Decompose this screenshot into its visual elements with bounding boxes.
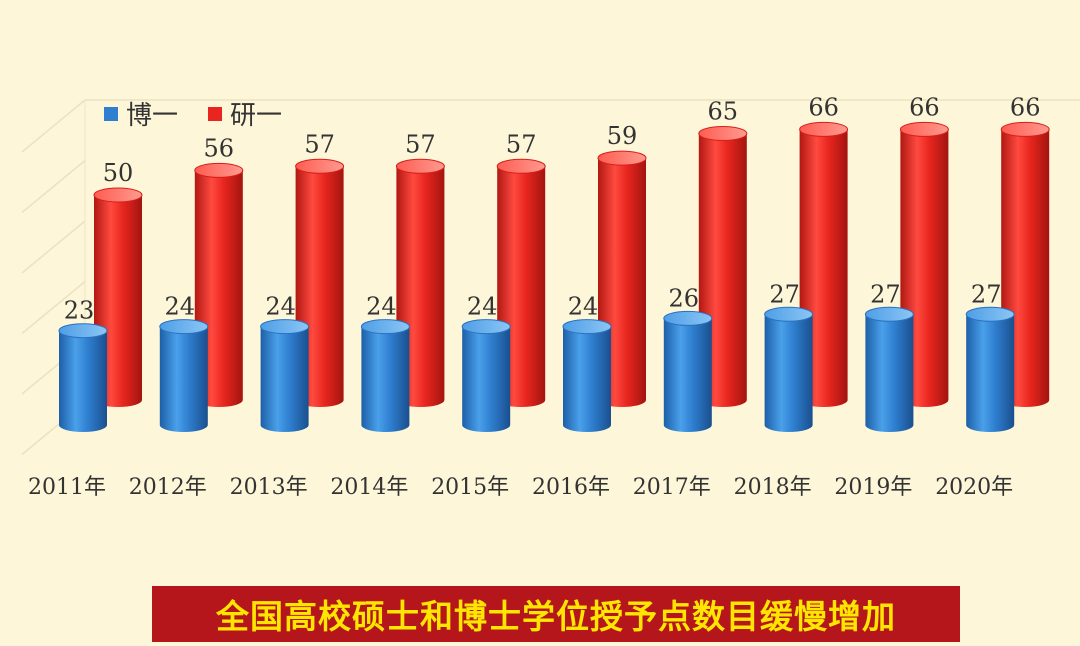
bar-boyi (461, 319, 511, 432)
x-tick-label: 2015年 (431, 475, 509, 500)
data-label-boyi: 26 (669, 284, 700, 312)
data-label-boyi: 24 (265, 293, 296, 321)
legend-swatch (104, 107, 118, 121)
legend-label: 博一 (126, 101, 178, 131)
x-tick-label: 2019年 (834, 475, 912, 500)
data-label-boyi: 27 (870, 280, 901, 308)
x-tick-label: 2012年 (129, 475, 207, 500)
data-label-yanyi: 50 (103, 159, 134, 187)
data-label-yanyi: 59 (607, 122, 638, 150)
legend-swatch (208, 107, 222, 121)
data-label-boyi: 24 (467, 293, 498, 321)
data-label-boyi: 23 (64, 297, 95, 325)
caption-text: 全国高校硕士和博士学位授予点数目缓慢增加 (216, 597, 896, 636)
bar-boyi (663, 310, 713, 432)
bar-boyi (864, 306, 914, 432)
x-tick-label: 2020年 (935, 475, 1013, 500)
data-label-yanyi: 57 (405, 130, 436, 158)
data-label-boyi: 24 (165, 293, 196, 321)
data-label-yanyi: 57 (506, 130, 537, 158)
legend: 博一 研一 (104, 101, 282, 131)
bar-boyi (260, 319, 310, 432)
caption-banner: 全国高校硕士和博士学位授予点数目缓慢增加 (152, 586, 960, 642)
bar-boyi (764, 306, 814, 432)
data-label-yanyi: 57 (304, 130, 335, 158)
x-tick-label: 2017年 (633, 475, 711, 500)
bar-boyi (159, 319, 209, 432)
bar-boyi (562, 319, 612, 432)
x-tick-label: 2018年 (734, 475, 812, 500)
data-label-yanyi: 65 (708, 98, 739, 126)
x-tick-label: 2014年 (330, 475, 408, 500)
bar-boyi (58, 323, 108, 432)
data-label-boyi: 24 (366, 293, 397, 321)
data-label-yanyi: 66 (1010, 93, 1041, 121)
data-label-yanyi: 66 (909, 93, 940, 121)
x-tick-label: 2013年 (230, 475, 308, 500)
legend-label: 研一 (230, 101, 282, 131)
data-label-boyi: 24 (568, 293, 599, 321)
x-tick-label: 2011年 (28, 475, 106, 500)
bar-boyi (965, 306, 1015, 432)
data-label-boyi: 27 (769, 280, 800, 308)
bar-boyi (360, 319, 410, 432)
x-tick-label: 2016年 (532, 475, 610, 500)
data-label-yanyi: 66 (808, 93, 839, 121)
data-label-boyi: 27 (971, 280, 1002, 308)
data-label-yanyi: 56 (204, 134, 235, 162)
